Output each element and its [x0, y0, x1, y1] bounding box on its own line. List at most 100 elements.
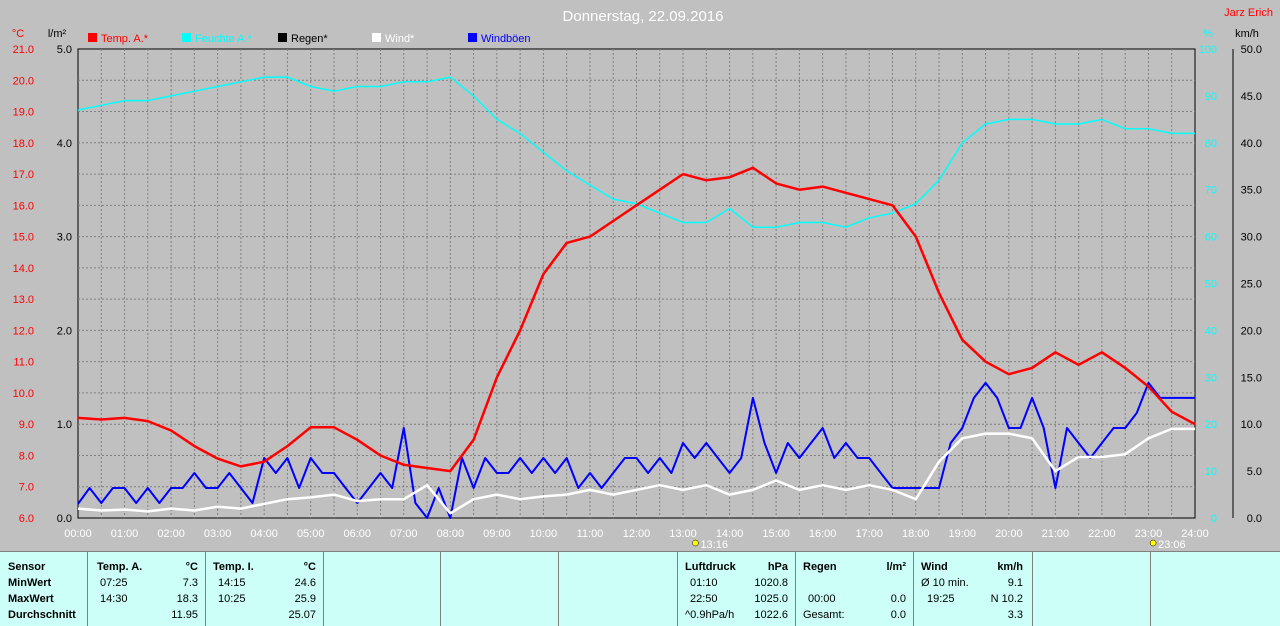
temp-a-header: Temp. A. — [97, 561, 143, 573]
tick-labels: 21.0 20.0 19.0 18.0 17.0 16.0 15.0 14.0 13.0 12.0… — [13, 44, 1262, 540]
sun-marker-label: 23:06 — [1158, 539, 1186, 550]
rain-max-time: 00:00 — [808, 593, 836, 605]
x-tick-label: 22:00 — [1088, 528, 1116, 540]
pressure-min-time: 01:10 — [690, 577, 718, 589]
x-tick-label: 19:00 — [949, 528, 977, 540]
x-tick-label: 14:00 — [716, 528, 744, 540]
temp-a-avg-value: 11.95 — [171, 609, 198, 621]
x-tick-label: 02:00 — [157, 528, 185, 540]
humidity-tick-label: 30 — [1205, 372, 1217, 384]
grid — [77, 48, 1234, 519]
legend-item: Windböen — [468, 33, 531, 45]
series-line-windb-en — [77, 381, 1195, 519]
temp-i-unit: °C — [303, 561, 316, 573]
wind-tick-label: 10.0 — [1241, 419, 1262, 431]
temp-unit: °C — [12, 28, 24, 40]
x-tick-label: 09:00 — [483, 528, 511, 540]
x-tick-label: 12:00 — [623, 528, 651, 540]
legend-label: Wind* — [385, 33, 415, 45]
rain-tick-label: 1.0 — [57, 419, 72, 431]
rain-total-label: Gesamt: — [803, 609, 845, 621]
row-label-min: MinWert — [8, 577, 52, 589]
wind-max-value: N 10.2 — [990, 593, 1023, 605]
sun-marker-icon — [1149, 539, 1157, 547]
wind-header: Wind — [921, 561, 948, 573]
temp-tick-label: 8.0 — [19, 450, 34, 462]
temp-tick-label: 7.0 — [19, 482, 34, 494]
temp-a-unit: °C — [185, 561, 198, 573]
x-tick-label: 10:00 — [530, 528, 558, 540]
temp-i-header: Temp. I. — [213, 561, 254, 573]
temp-tick-label: 20.0 — [13, 75, 34, 87]
markers: 13:16 23:06 — [692, 539, 1186, 550]
legend-swatch — [278, 33, 287, 42]
x-tick-label: 16:00 — [809, 528, 837, 540]
wind-tick-label: 45.0 — [1241, 91, 1262, 103]
temp-i-min-value: 24.6 — [294, 577, 316, 589]
temp-tick-label: 14.0 — [13, 263, 34, 275]
humidity-tick-label: 90 — [1205, 91, 1217, 103]
x-tick-label: 20:00 — [995, 528, 1023, 540]
sensor-header: Sensor — [8, 561, 46, 573]
rain-max-value: 0.0 — [890, 593, 906, 605]
temp-i-avg-value: 25.07 — [288, 609, 316, 621]
legend-swatch — [372, 33, 381, 42]
series-line-wind — [77, 427, 1195, 515]
wind-tick-label: 40.0 — [1241, 138, 1262, 150]
temp-a-max-value: 18.3 — [176, 593, 198, 605]
x-tick-label: 06:00 — [343, 528, 371, 540]
pressure-min-value: 1020.8 — [754, 577, 788, 589]
temp-tick-label: 11.0 — [13, 357, 34, 369]
row-label-avg: Durchschnitt — [8, 609, 76, 621]
temp-i-min-time: 14:15 — [218, 577, 246, 589]
temp-tick-label: 13.0 — [13, 294, 34, 306]
legend-label: Regen* — [291, 33, 328, 45]
temp-tick-label: 18.0 — [13, 138, 34, 150]
wind-unit: km/h — [1235, 28, 1259, 40]
rain-tick-label: 2.0 — [57, 325, 72, 337]
author-label: Jarz Erich — [1224, 7, 1273, 19]
temp-tick-label: 12.0 — [13, 325, 34, 337]
humidity-tick-label: 0 — [1211, 513, 1217, 525]
legend: Temp. A.* Feuchte A.* Regen* Wind* Windböen — [88, 33, 531, 45]
x-tick-label: 03:00 — [204, 528, 232, 540]
temp-tick-label: 21.0 — [13, 44, 34, 56]
wind-tick-label: 35.0 — [1241, 185, 1262, 197]
legend-swatch — [468, 33, 477, 42]
sun-marker: 13:16 — [692, 539, 728, 550]
temp-i-max-time: 10:25 — [218, 593, 246, 605]
humidity-tick-label: 50 — [1205, 279, 1217, 291]
pressure-max-value: 1025.0 — [754, 593, 788, 605]
x-tick-label: 23:00 — [1135, 528, 1163, 540]
legend-label: Windböen — [481, 33, 531, 45]
temp-tick-label: 17.0 — [13, 169, 34, 181]
legend-label: Feuchte A.* — [195, 33, 253, 45]
legend-swatch — [182, 33, 191, 42]
legend-item: Wind* — [372, 33, 415, 45]
temp-tick-label: 10.0 — [13, 388, 34, 400]
wind-tick-label: 25.0 — [1241, 279, 1262, 291]
wind-avg-value: 3.3 — [1007, 609, 1023, 621]
pressure-trend: ^0.9hPa/h — [685, 609, 735, 621]
pressure-unit: hPa — [767, 561, 788, 573]
rain-header: Regen — [803, 561, 837, 573]
temp-tick-label: 15.0 — [13, 232, 34, 244]
wind-tick-label: 5.0 — [1247, 466, 1262, 478]
pressure-header: Luftdruck — [685, 561, 736, 573]
x-tick-label: 15:00 — [762, 528, 790, 540]
rain-tick-label: 5.0 — [57, 44, 72, 56]
pressure-avg-value: 1022.6 — [754, 609, 788, 621]
x-tick-label: 00:00 — [64, 528, 92, 540]
humidity-tick-label: 40 — [1205, 325, 1217, 337]
humidity-tick-label: 60 — [1205, 232, 1217, 244]
rain-tick-label: 0.0 — [57, 513, 72, 525]
humidity-tick-label: 80 — [1205, 138, 1217, 150]
x-tick-label: 13:00 — [669, 528, 697, 540]
temp-a-min-value: 7.3 — [182, 577, 198, 589]
pressure-max-time: 22:50 — [690, 593, 718, 605]
temp-a-min-time: 07:25 — [100, 577, 128, 589]
series-line-temp-a — [77, 166, 1196, 473]
temp-tick-label: 16.0 — [13, 200, 34, 212]
temp-tick-label: 6.0 — [19, 513, 34, 525]
x-tick-label: 18:00 — [902, 528, 930, 540]
